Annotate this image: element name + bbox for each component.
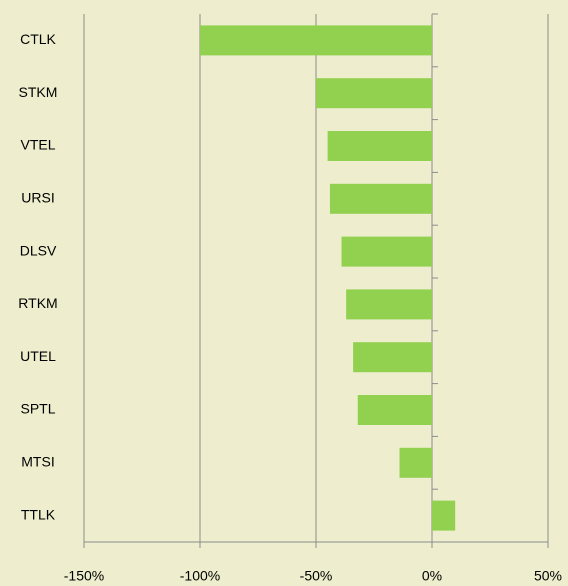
y-tick-label: MTSI — [21, 454, 54, 470]
bar — [329, 183, 432, 214]
y-tick-label: UTEL — [20, 348, 56, 364]
y-tick-label: CTLK — [20, 31, 56, 47]
y-tick-label: URSI — [21, 190, 54, 206]
y-tick-label: TTLK — [21, 506, 56, 522]
y-tick-label: VTEL — [20, 137, 55, 153]
bar — [346, 289, 432, 320]
y-tick-label: SPTL — [20, 401, 55, 417]
x-tick-label: -150% — [64, 568, 104, 584]
bar — [357, 395, 432, 425]
bar — [327, 131, 432, 161]
x-tick-label: 0% — [422, 568, 442, 584]
y-tick-label: STKM — [19, 84, 58, 100]
x-tick-label: 50% — [534, 568, 562, 584]
bar — [399, 447, 432, 478]
bar — [341, 236, 432, 267]
bar — [432, 500, 456, 531]
y-tick-label: RTKM — [18, 295, 57, 311]
x-tick-label: -100% — [180, 568, 220, 584]
bar — [200, 25, 432, 56]
x-tick-label: -50% — [300, 568, 333, 584]
bar — [316, 78, 432, 109]
bar — [353, 342, 432, 373]
y-tick-label: DLSV — [20, 242, 57, 258]
